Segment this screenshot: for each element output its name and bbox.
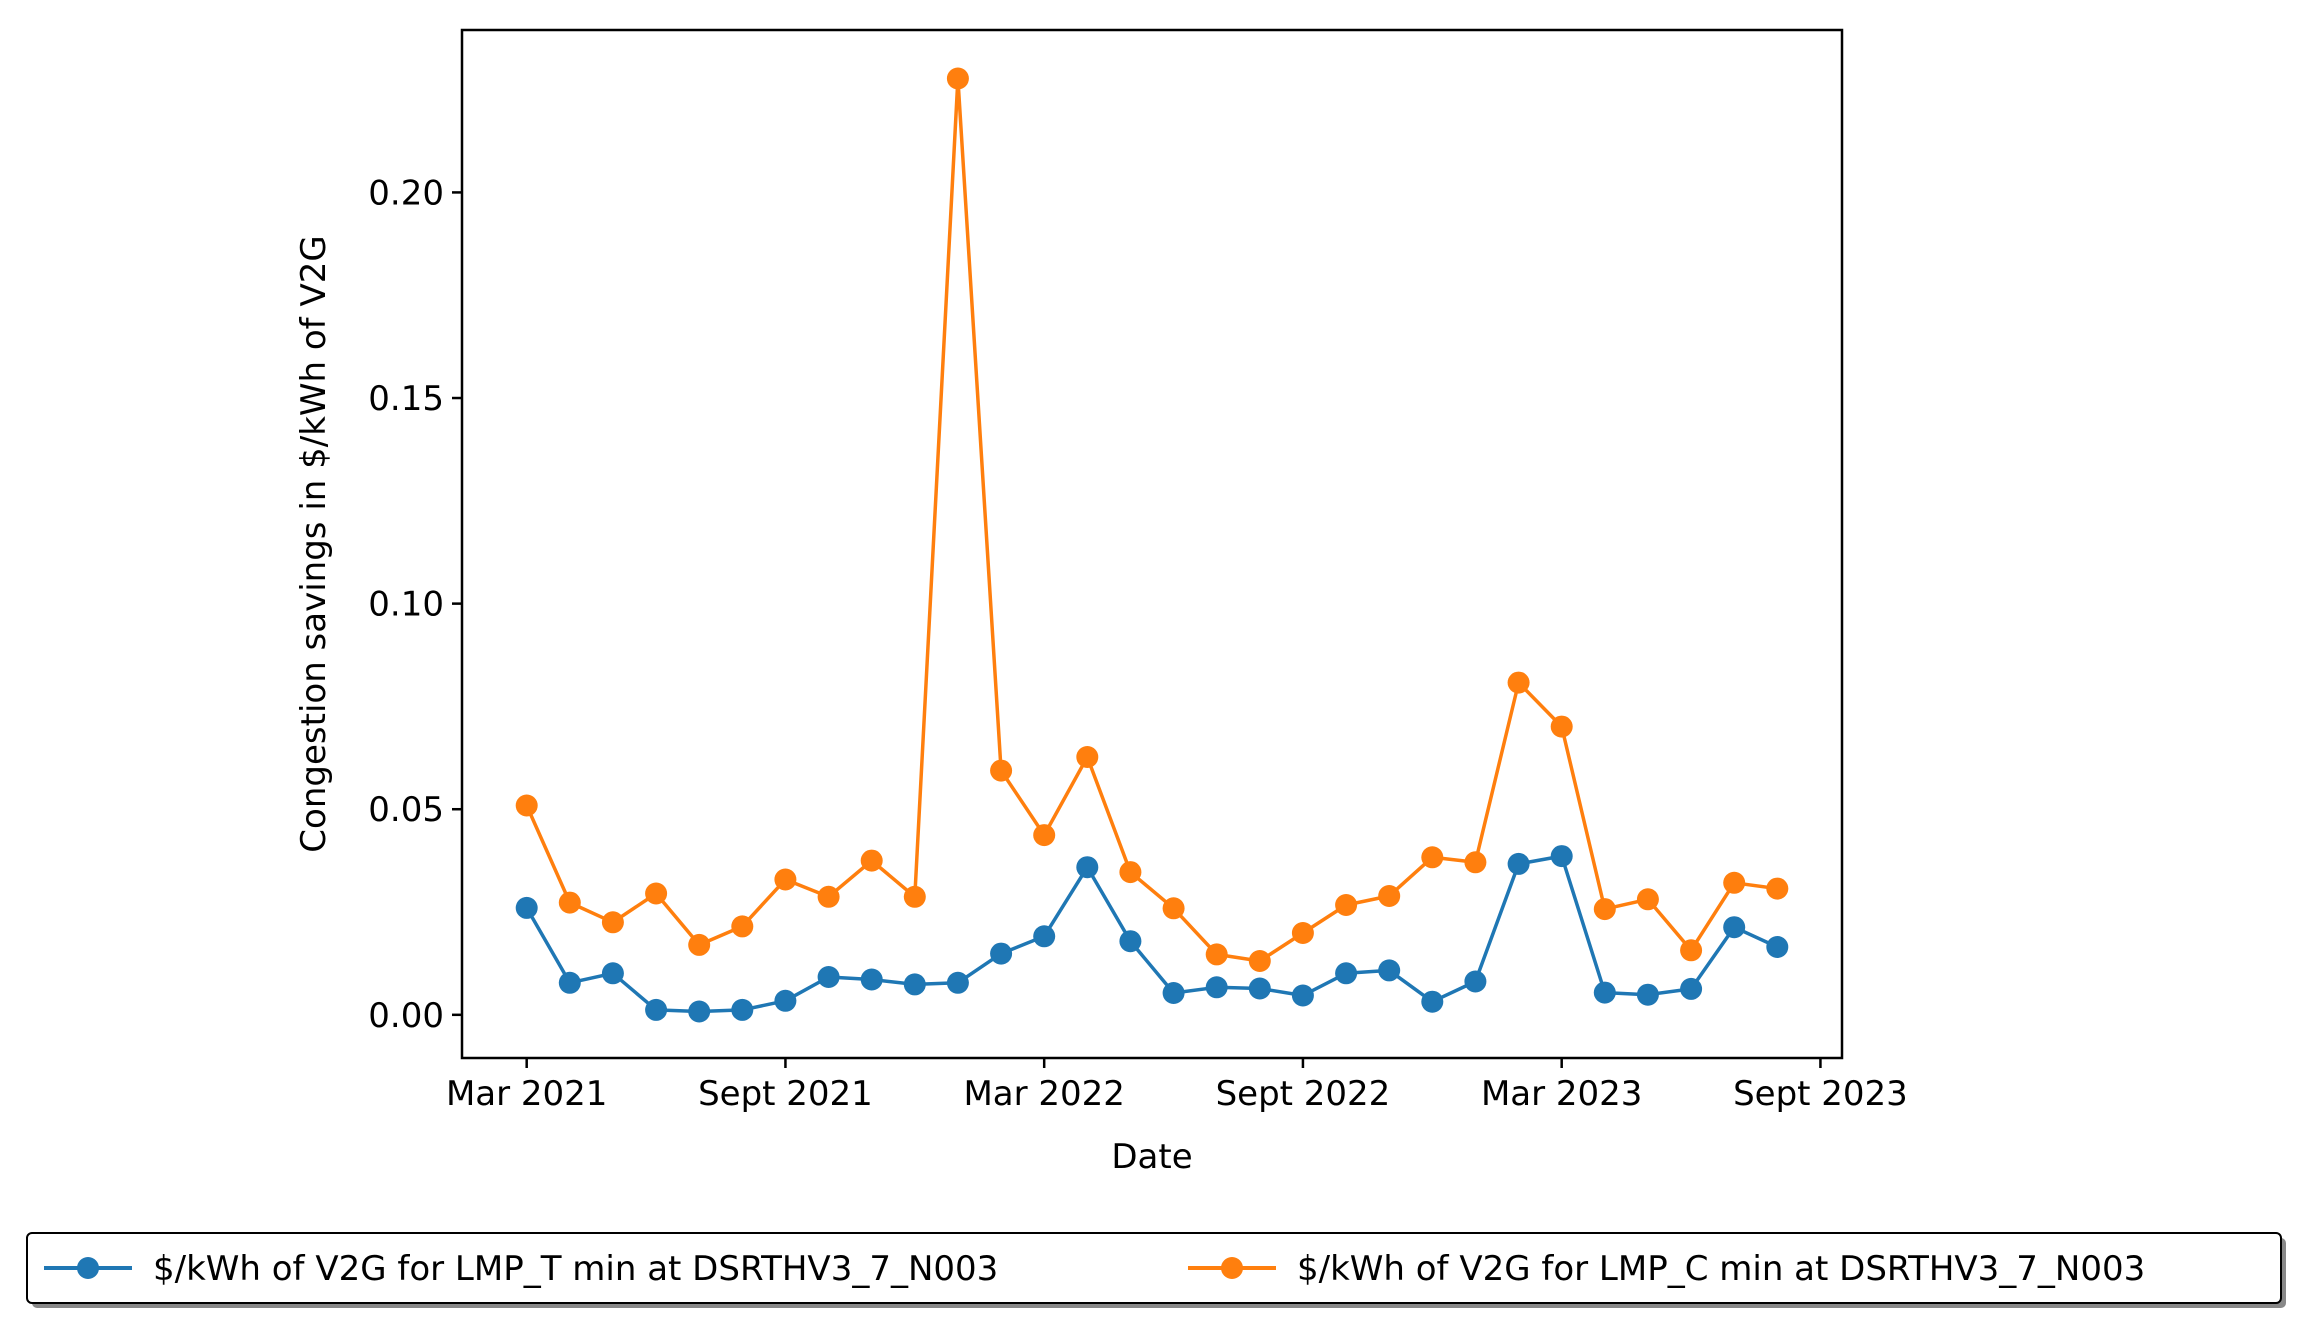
series-0-point-7 xyxy=(817,966,840,988)
y-tick-label-3: 0.15 xyxy=(368,379,444,419)
series-0-point-16 xyxy=(1205,976,1228,999)
series-1-point-6 xyxy=(774,868,797,891)
series-0-point-2 xyxy=(601,962,624,985)
series-1-point-22 xyxy=(1464,851,1487,874)
series-1-point-1 xyxy=(558,891,581,914)
series-0-point-8 xyxy=(860,968,883,991)
series-0-point-17 xyxy=(1248,977,1271,1000)
series-1-point-23 xyxy=(1507,671,1530,694)
series-0-point-10 xyxy=(946,971,969,994)
series-0-point-18 xyxy=(1291,984,1314,1007)
series-1-point-17 xyxy=(1248,950,1271,972)
legend-marker-c xyxy=(1221,1257,1243,1279)
series-0-point-24 xyxy=(1550,845,1573,868)
series-1-point-20 xyxy=(1378,885,1401,907)
series-1-point-10 xyxy=(946,67,969,90)
series-1-point-11 xyxy=(990,759,1013,782)
series-0-point-12 xyxy=(1033,925,1056,948)
series-0-point-9 xyxy=(903,973,926,996)
series-0-point-23 xyxy=(1507,852,1530,875)
series-1-point-24 xyxy=(1550,715,1573,738)
x-axis-label: Date xyxy=(1111,1137,1192,1177)
series-0-point-28 xyxy=(1723,916,1746,939)
legend-label-c: $/kWh of V2G for LMP_C min at DSRTHV3_7_… xyxy=(1297,1249,2145,1289)
series-1-point-29 xyxy=(1766,877,1789,900)
series-1-point-26 xyxy=(1636,888,1659,911)
series-0-point-15 xyxy=(1162,982,1185,1004)
series-0-point-19 xyxy=(1335,962,1358,985)
series-0-point-3 xyxy=(645,998,668,1021)
series-1-point-0 xyxy=(515,794,538,817)
series-layer xyxy=(515,67,1789,1023)
legend-box xyxy=(26,1232,2282,1304)
series-1-point-14 xyxy=(1119,861,1142,884)
legend: $/kWh of V2G for LMP_T min at DSRTHV3_7_… xyxy=(26,1232,2286,1308)
series-1-point-2 xyxy=(601,911,624,934)
x-tick-label-2: Mar 2022 xyxy=(963,1074,1124,1114)
series-0-point-1 xyxy=(558,971,581,994)
series-0-point-4 xyxy=(688,1000,711,1023)
series-0-point-26 xyxy=(1636,983,1659,1006)
x-tick-label-5: Sept 2023 xyxy=(1733,1074,1908,1114)
series-1-point-8 xyxy=(860,849,883,872)
y-axis: 0.00 0.05 0.10 0.15 0.20 xyxy=(368,173,462,1036)
series-1-point-12 xyxy=(1033,824,1056,847)
series-1-point-4 xyxy=(688,933,711,956)
y-tick-label-1: 0.05 xyxy=(368,790,444,830)
series-0-point-0 xyxy=(515,896,538,919)
x-tick-label-4: Mar 2023 xyxy=(1481,1074,1642,1114)
series-0-point-6 xyxy=(774,989,797,1012)
series-0-point-27 xyxy=(1680,977,1703,1000)
series-0-point-25 xyxy=(1593,981,1616,1004)
series-0-point-20 xyxy=(1378,959,1401,982)
series-1-point-13 xyxy=(1076,746,1099,768)
y-tick-label-4: 0.20 xyxy=(368,173,444,213)
x-axis: Mar 2021 Sept 2021 Mar 2022 Sept 2022 Mar 20… xyxy=(446,1058,1908,1114)
series-1-point-15 xyxy=(1162,897,1185,920)
series-1-point-19 xyxy=(1335,894,1358,916)
series-0-point-5 xyxy=(731,998,754,1021)
legend-marker-t xyxy=(77,1257,99,1279)
series-1-point-3 xyxy=(645,882,668,905)
series-1-point-21 xyxy=(1421,846,1444,869)
series-1-point-18 xyxy=(1291,922,1314,944)
series-0-point-29 xyxy=(1766,936,1789,958)
x-tick-label-0: Mar 2021 xyxy=(446,1074,607,1114)
x-tick-label-1: Sept 2021 xyxy=(698,1074,873,1114)
series-1-point-27 xyxy=(1680,939,1703,962)
series-0-point-13 xyxy=(1076,856,1099,879)
y-tick-label-0: 0.00 xyxy=(368,996,444,1036)
y-tick-label-2: 0.10 xyxy=(368,585,444,625)
plot-frame xyxy=(460,28,1844,1060)
series-1-point-28 xyxy=(1723,871,1746,894)
series-1-point-7 xyxy=(817,885,840,908)
series-1-point-5 xyxy=(731,915,754,938)
series-1-point-25 xyxy=(1593,898,1616,921)
series-1-point-16 xyxy=(1205,943,1228,966)
series-0-point-22 xyxy=(1464,970,1487,993)
series-0-point-21 xyxy=(1421,990,1444,1013)
series-0-point-11 xyxy=(990,942,1013,965)
series-0-point-14 xyxy=(1119,930,1142,953)
legend-label-t: $/kWh of V2G for LMP_T min at DSRTHV3_7_… xyxy=(153,1249,998,1289)
x-tick-label-3: Sept 2022 xyxy=(1216,1074,1391,1114)
series-1-point-9 xyxy=(903,885,926,908)
y-axis-label: Congestion savings in $/kWh of V2G xyxy=(294,235,334,852)
